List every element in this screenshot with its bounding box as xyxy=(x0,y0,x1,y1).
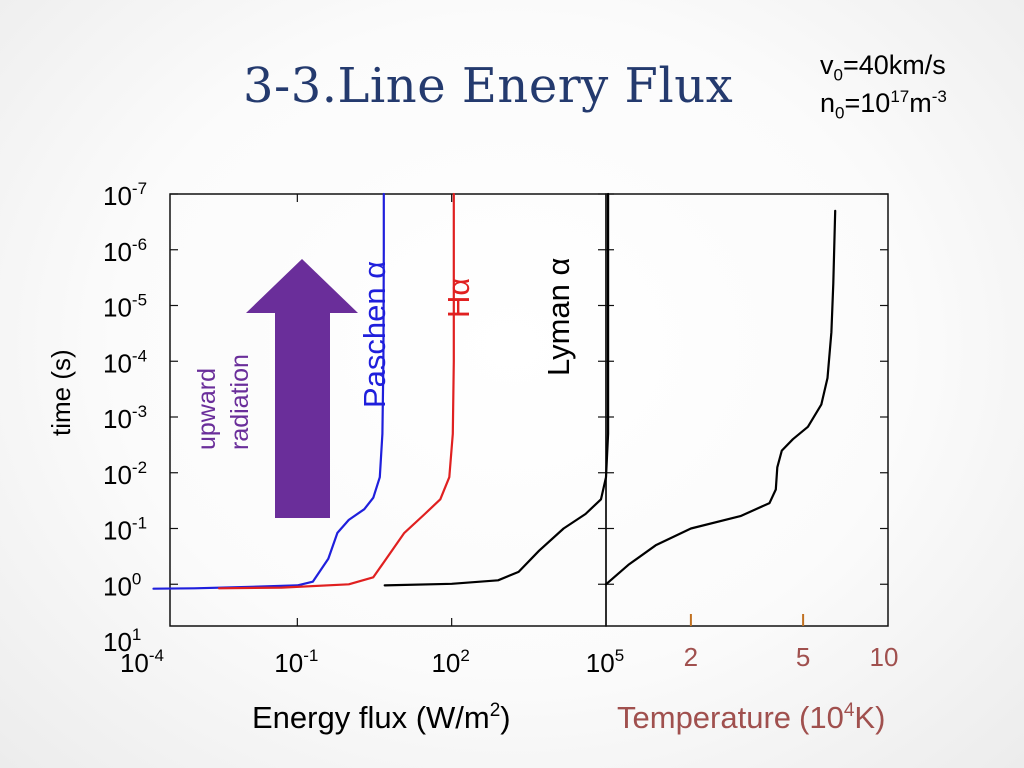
velocity-parameter: v0=40km/s xyxy=(820,50,946,85)
x-axis-label-energy: Energy flux (W/m2) xyxy=(252,700,511,735)
lyman-label: Lyman α xyxy=(541,257,576,376)
x-axis-label-temperature: Temperature (104K) xyxy=(617,700,885,735)
y-tick-label: 100 xyxy=(103,569,141,601)
energy-series-lyman--line xyxy=(383,192,610,587)
y-tick-label: 10-4 xyxy=(103,346,147,378)
arrow-label-upward: upward xyxy=(193,368,221,450)
y-tick-label: 10-6 xyxy=(103,235,147,267)
paschen-label: Paschen α xyxy=(357,261,392,408)
x-tick-label: 105 xyxy=(586,646,624,678)
upward-radiation-arrow xyxy=(246,259,358,518)
temperature-tick-label: 5 xyxy=(796,642,810,672)
x-tick-label: 10-4 xyxy=(120,646,164,678)
temperature-tick-label: 2 xyxy=(684,642,698,672)
y-tick-label: 10-1 xyxy=(103,514,147,546)
temperature-series-temperature-line xyxy=(604,209,837,586)
y-tick-label: 101 xyxy=(103,625,141,657)
arrow-label-radiation: radiation xyxy=(226,354,254,450)
halpha-label: Hα xyxy=(441,278,476,318)
y-tick-label: 10-5 xyxy=(103,291,147,323)
energy-series-paschen--line xyxy=(152,192,385,590)
x-tick-label: 102 xyxy=(431,646,469,678)
y-axis-label: time (s) xyxy=(46,349,76,436)
temperature-tick-label: 10 xyxy=(870,642,899,672)
energy-series-h--line xyxy=(217,192,455,590)
right-panel-frame xyxy=(605,193,889,627)
y-tick-label: 10-2 xyxy=(103,458,147,490)
density-parameter: n0=1017m-3 xyxy=(820,87,947,123)
x-tick-label: 10-1 xyxy=(274,646,318,678)
y-tick-label: 10-3 xyxy=(103,402,147,434)
slide-title: 3-3.Line Enery Flux xyxy=(243,58,734,114)
y-tick-label: 10-7 xyxy=(103,179,147,211)
